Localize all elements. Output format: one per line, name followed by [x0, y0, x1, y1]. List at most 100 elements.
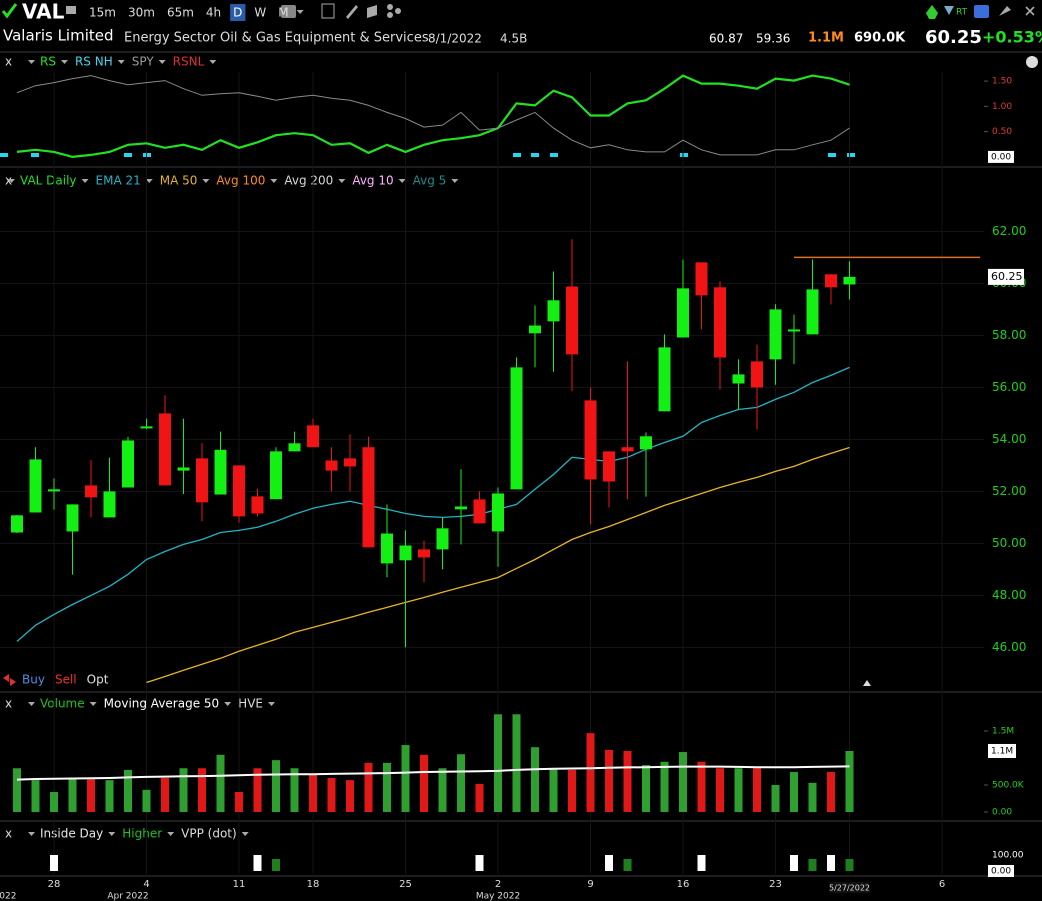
rs-nh-marker — [531, 153, 539, 157]
dropdown-icon[interactable] — [89, 702, 97, 706]
legend-entry[interactable]: EMA 21 — [96, 174, 141, 188]
rt-badge[interactable]: RT — [956, 8, 968, 18]
trade-button[interactable]: Opt — [87, 673, 109, 687]
tool-icon[interactable] — [367, 5, 377, 18]
dropdown-icon[interactable] — [145, 179, 153, 183]
popout-icon[interactable] — [999, 6, 1011, 16]
legend-entry[interactable]: HVE — [238, 697, 263, 711]
volume-bar — [827, 772, 835, 812]
timeframe[interactable]: D — [233, 6, 242, 20]
dropdown-icon[interactable] — [60, 60, 68, 64]
alert-icon[interactable] — [944, 6, 954, 15]
volume-bar — [753, 768, 761, 812]
volume-bar — [457, 754, 465, 812]
star-icon[interactable] — [926, 5, 938, 19]
trade-button[interactable]: Buy — [22, 673, 45, 687]
timeframe[interactable]: 30m — [128, 6, 155, 20]
volume-bar — [512, 714, 521, 812]
rs-nh-marker — [847, 153, 855, 157]
dropdown-icon[interactable] — [451, 179, 459, 183]
dropdown-icon[interactable] — [338, 179, 346, 183]
legend-entry[interactable]: VAL Daily — [20, 174, 77, 188]
tool-icon[interactable] — [395, 8, 401, 14]
timeframe[interactable]: M — [278, 6, 288, 20]
legend-entry[interactable]: MA 50 — [160, 174, 198, 188]
dropdown-icon[interactable] — [28, 702, 35, 706]
dropdown-icon[interactable] — [209, 60, 217, 64]
x-tick-label: 11 — [233, 879, 246, 890]
dropdown-icon[interactable] — [8, 179, 15, 183]
legend-entry[interactable]: Avg 200 — [284, 174, 333, 188]
legend-entry[interactable]: RS — [40, 55, 56, 69]
timeframe[interactable]: W — [254, 6, 266, 20]
active-timeframe[interactable] — [230, 4, 246, 21]
volume: 690.0K — [854, 31, 906, 46]
dropdown-icon[interactable] — [158, 60, 166, 64]
close-icon[interactable] — [1025, 6, 1035, 16]
legend-entry[interactable]: Inside Day — [40, 827, 103, 841]
legend-entry[interactable]: Avg 5 — [413, 174, 447, 188]
dropdown-icon[interactable] — [108, 832, 116, 836]
volume-bar — [790, 772, 798, 812]
price-tag — [988, 268, 1024, 285]
watch-check[interactable] — [1, 3, 18, 19]
trade-button[interactable]: Sell — [55, 673, 77, 687]
tool-icon[interactable] — [387, 12, 393, 18]
sector[interactable]: Energy Sector — [124, 31, 216, 46]
symbol[interactable]: VAL — [22, 0, 65, 24]
legend-entry[interactable]: Volume — [40, 697, 85, 711]
volume-bar — [179, 768, 188, 812]
indicator-bar — [50, 855, 58, 871]
tool-icon[interactable] — [387, 4, 393, 10]
legend-entry[interactable]: RSNL — [173, 55, 205, 69]
dropdown-icon[interactable] — [81, 179, 89, 183]
y-tick-label: 500.0K — [992, 780, 1025, 790]
settings-icon[interactable] — [1026, 56, 1038, 68]
trade-icon[interactable] — [3, 674, 16, 686]
legend-entry[interactable]: SPY — [132, 55, 155, 69]
dropdown-icon[interactable] — [167, 832, 175, 836]
y-tick-label: 58.00 — [992, 328, 1026, 342]
legend-entry[interactable]: Avg 100 — [216, 174, 265, 188]
industry[interactable]: Oil & Gas Equipment & Services — [220, 31, 429, 46]
timeframe[interactable]: 65m — [167, 6, 194, 20]
timeframe[interactable]: 4h — [206, 6, 221, 20]
panel-close[interactable]: x — [5, 55, 12, 69]
tool-icon[interactable] — [321, 3, 335, 19]
legend-entry[interactable]: Higher — [122, 827, 162, 841]
dropdown-icon[interactable] — [398, 179, 406, 183]
legend-entry[interactable]: VPP (dot) — [181, 827, 237, 841]
volume-bar — [716, 768, 724, 812]
price-change: +0.53% — [982, 28, 1042, 47]
legend-entry[interactable]: RS NH — [75, 55, 113, 69]
indicator-bar — [253, 855, 262, 871]
volume-bar — [660, 761, 669, 812]
dropdown-icon[interactable] — [296, 10, 304, 14]
dropdown-icon[interactable] — [202, 179, 210, 183]
dropdown-icon[interactable] — [241, 832, 249, 836]
tool-icon[interactable] — [346, 5, 358, 19]
candle-body — [751, 361, 763, 388]
tool-icon[interactable] — [281, 5, 296, 18]
indicator-bar — [272, 859, 280, 871]
legend-entry[interactable]: Avg 10 — [352, 174, 393, 188]
dropdown-icon[interactable] — [28, 832, 35, 836]
timeframe[interactable]: 15m — [89, 6, 116, 20]
panel-close[interactable]: x — [5, 174, 12, 188]
legend-entry[interactable]: Moving Average 50 — [104, 697, 220, 711]
y-tick-label: 1.50 — [992, 77, 1012, 87]
dropdown-icon[interactable] — [28, 60, 35, 64]
volume-bar — [198, 768, 206, 812]
scroll-marker[interactable] — [863, 680, 871, 686]
volume-bar — [50, 792, 58, 812]
panel-close[interactable]: x — [5, 697, 12, 711]
share-icon[interactable] — [974, 5, 989, 18]
dropdown-icon[interactable] — [270, 179, 278, 183]
candle-body — [436, 528, 449, 550]
symbol-icon[interactable] — [66, 6, 76, 14]
dropdown-icon[interactable] — [224, 702, 232, 706]
dropdown-icon[interactable] — [117, 60, 125, 64]
panel-close[interactable]: x — [5, 827, 12, 841]
x-tick-label: 5/27/2022 — [829, 884, 870, 893]
dropdown-icon[interactable] — [268, 702, 275, 706]
